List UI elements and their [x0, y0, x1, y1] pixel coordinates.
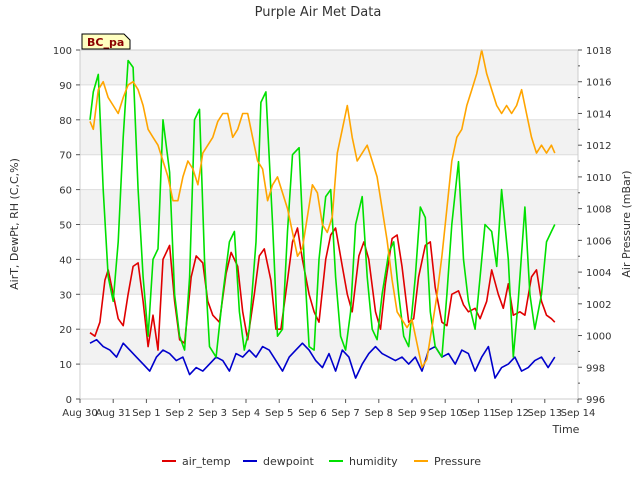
series-layer [89, 49, 556, 379]
x-axis-label: Time [552, 423, 580, 436]
right-tick-label: 996 [586, 395, 605, 406]
x-tick-label: Sep 6 [298, 408, 326, 419]
x-tick-label: Aug 31 [95, 408, 130, 419]
right-tick-label: 1000 [586, 332, 611, 343]
x-tick-label: Sep 9 [398, 408, 426, 419]
plot-band [80, 84, 578, 120]
plot-band [80, 119, 578, 155]
x-tick-label: Sep 8 [365, 408, 393, 419]
x-tick-label: Sep 12 [494, 408, 529, 419]
right-tick-label: 1002 [586, 300, 611, 311]
x-tick-label: Sep 14 [561, 408, 596, 419]
left-tick-label: 20 [59, 325, 72, 336]
left-tick-label: 0 [66, 395, 72, 406]
plot-band [80, 189, 578, 225]
right-tick-label: 1018 [586, 46, 611, 57]
left-tick-label: 90 [59, 81, 72, 92]
left-tick-label: 40 [59, 255, 72, 266]
plot-band [80, 259, 578, 295]
left-axis: 0 10 20 30 40 50 60 70 80 90 100 [53, 46, 80, 406]
y-axis-label-right: Air Pressure (mBar) [620, 170, 633, 277]
plot-band [80, 154, 578, 190]
legend-label: dewpoint [263, 455, 314, 468]
legend: air_temp dewpoint humidity Pressure [162, 455, 481, 468]
legend-label: Pressure [434, 455, 481, 468]
station-label-box: BC_pa [81, 33, 131, 50]
x-tick-label: Sep 11 [461, 408, 496, 419]
legend-label: air_temp [182, 455, 231, 468]
left-tick-label: 80 [59, 116, 72, 127]
left-tick-label: 70 [59, 151, 72, 162]
plot-band [80, 294, 578, 330]
series-line-pressure [89, 49, 556, 369]
right-axis: 996 998 1000 1002 1004 1006 1008 1010 1012 1014 10… [578, 46, 611, 406]
x-tick-label: Sep 5 [265, 408, 293, 419]
left-tick-label: 50 [59, 221, 72, 232]
left-tick-label: 10 [59, 360, 72, 371]
x-tick-label: Sep 4 [232, 408, 260, 419]
x-tick-label: Sep 3 [199, 408, 227, 419]
right-tick-label: 1004 [586, 268, 611, 279]
right-tick-label: 1006 [586, 236, 611, 247]
left-tick-label: 100 [53, 46, 72, 57]
plot-band [80, 50, 578, 85]
x-tick-label: Sep 2 [165, 408, 193, 419]
plot-band [80, 329, 578, 365]
series-line-humidity [89, 59, 556, 358]
x-tick-label: Sep 13 [527, 408, 562, 419]
x-tick-label: Sep 1 [132, 408, 160, 419]
legend-label: humidity [349, 455, 398, 468]
right-tick-label: 998 [586, 363, 605, 374]
x-tick-label: Sep 10 [428, 408, 463, 419]
left-tick-label: 30 [59, 290, 72, 301]
chart-title: Purple Air Met Data [255, 5, 382, 20]
series-line-dewpoint [89, 338, 556, 379]
x-tick-label: Aug 30 [62, 408, 97, 419]
right-tick-label: 1014 [586, 109, 611, 120]
plot-band [80, 364, 578, 399]
right-tick-label: 1012 [586, 141, 611, 152]
station-label: BC_pa [87, 36, 124, 49]
series-line-air-temp [89, 227, 556, 351]
right-tick-label: 1008 [586, 205, 611, 216]
y-axis-label-left: AirT, DewPt, RH (C,C,%) [8, 158, 21, 290]
right-tick-label: 1016 [586, 78, 611, 89]
left-tick-label: 60 [59, 186, 72, 197]
right-tick-label: 1010 [586, 173, 611, 184]
x-tick-label: Sep 7 [331, 408, 359, 419]
